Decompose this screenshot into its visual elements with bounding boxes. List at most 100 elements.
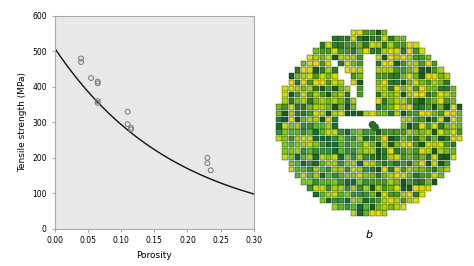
Bar	[401, 67, 406, 73]
Bar	[313, 192, 319, 197]
Bar	[382, 167, 387, 172]
Bar	[326, 123, 331, 128]
Bar	[376, 167, 381, 172]
Bar	[401, 192, 406, 197]
Bar	[283, 98, 288, 104]
Bar	[313, 142, 319, 147]
Bar	[357, 192, 363, 197]
Bar	[345, 67, 350, 73]
Bar	[351, 129, 356, 135]
Bar	[319, 192, 325, 197]
Bar	[283, 92, 288, 97]
Bar	[451, 129, 456, 135]
Bar	[388, 179, 394, 185]
Bar	[326, 86, 331, 91]
Bar	[432, 98, 438, 104]
Bar	[345, 129, 350, 135]
Bar	[401, 55, 406, 60]
Bar	[388, 167, 394, 172]
Bar	[426, 92, 431, 97]
Bar	[413, 154, 419, 160]
Bar	[357, 129, 363, 135]
Bar	[338, 154, 344, 160]
Bar	[401, 105, 406, 110]
Bar	[319, 55, 325, 60]
Bar	[394, 80, 400, 85]
Bar	[295, 86, 300, 91]
Bar	[426, 129, 431, 135]
Bar	[382, 198, 387, 203]
Bar	[382, 61, 387, 66]
Bar	[326, 73, 331, 79]
Bar	[426, 185, 431, 191]
Bar	[326, 48, 331, 54]
Bar	[364, 30, 369, 35]
Bar	[432, 136, 438, 141]
Bar	[326, 67, 331, 73]
Bar	[388, 36, 394, 41]
Bar	[419, 80, 425, 85]
Bar	[388, 142, 394, 147]
Bar	[438, 80, 444, 85]
Bar	[401, 161, 406, 166]
Bar	[301, 98, 306, 104]
Bar	[307, 111, 313, 116]
Bar	[307, 73, 313, 79]
Bar	[401, 92, 406, 97]
Bar	[382, 136, 387, 141]
Bar	[319, 80, 325, 85]
Bar	[370, 204, 375, 210]
Bar	[438, 111, 444, 116]
Bar	[382, 154, 387, 160]
Bar	[307, 117, 313, 122]
Bar	[295, 92, 300, 97]
Bar	[351, 42, 356, 48]
Circle shape	[372, 124, 378, 131]
Bar	[376, 105, 381, 110]
Bar	[444, 80, 450, 85]
Bar	[388, 55, 394, 60]
Bar	[332, 129, 337, 135]
Bar	[388, 42, 394, 48]
Bar	[382, 129, 387, 135]
Bar	[419, 167, 425, 172]
Bar	[338, 48, 344, 54]
Bar	[376, 148, 381, 153]
Bar	[332, 117, 337, 122]
Bar	[401, 80, 406, 85]
Bar	[295, 105, 300, 110]
Bar	[332, 42, 337, 48]
Bar	[401, 136, 406, 141]
Bar	[407, 179, 412, 185]
Y-axis label: Tensile strength (MPa): Tensile strength (MPa)	[18, 72, 27, 172]
Bar	[319, 154, 325, 160]
Bar	[407, 80, 412, 85]
Bar	[289, 167, 294, 172]
Bar	[388, 111, 394, 116]
Bar	[444, 154, 450, 160]
Bar	[388, 198, 394, 203]
Bar	[313, 48, 319, 54]
Bar	[364, 161, 369, 166]
Bar	[401, 173, 406, 178]
Bar	[319, 73, 325, 79]
Bar	[313, 67, 319, 73]
Bar	[319, 148, 325, 153]
Bar	[394, 142, 400, 147]
Bar	[313, 105, 319, 110]
Bar	[357, 73, 363, 79]
Bar	[283, 117, 288, 122]
Bar	[357, 179, 363, 185]
Bar	[289, 105, 294, 110]
Bar	[413, 167, 419, 172]
Bar	[295, 154, 300, 160]
Bar	[351, 136, 356, 141]
Bar	[332, 48, 337, 54]
Bar	[426, 86, 431, 91]
Bar	[432, 105, 438, 110]
Bar	[407, 142, 412, 147]
Bar	[332, 161, 337, 166]
Bar	[394, 73, 400, 79]
Bar	[407, 198, 412, 203]
Bar	[351, 210, 356, 216]
